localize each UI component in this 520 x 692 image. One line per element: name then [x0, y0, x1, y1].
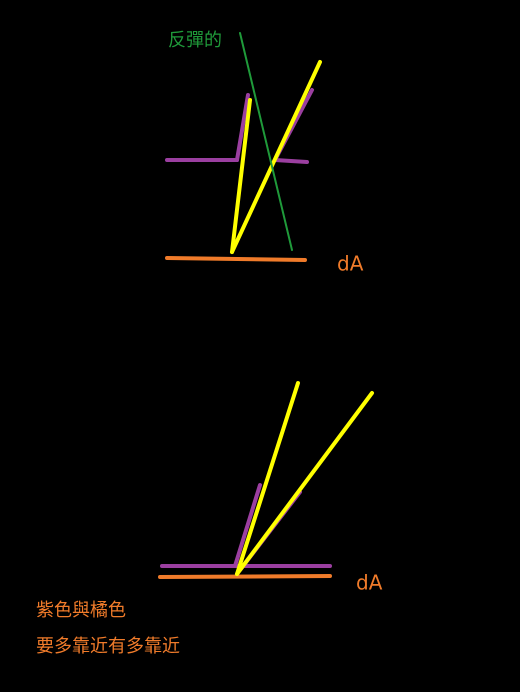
- yellow-ray: [235, 391, 374, 576]
- purple-ray: [235, 93, 250, 162]
- note-line: 要多靠近有多靠近: [36, 636, 180, 657]
- purple-surface: [273, 158, 309, 164]
- reflected-label: 反彈的: [168, 30, 222, 51]
- yellow-ray: [230, 98, 252, 254]
- orange-surface: [165, 256, 307, 262]
- yellow-ray: [235, 381, 300, 576]
- green-ray: [239, 32, 293, 251]
- orange-surface: [158, 574, 332, 579]
- purple-ray: [233, 483, 262, 568]
- bottom-diagram: dA 紫色與橘色 要多靠近有多靠近: [36, 381, 383, 657]
- yellow-ray: [230, 60, 322, 254]
- area-label: dA: [337, 252, 364, 276]
- top-diagram: 反彈的 dA: [165, 30, 364, 276]
- note-line: 紫色與橘色: [36, 600, 126, 621]
- area-label: dA: [356, 571, 383, 595]
